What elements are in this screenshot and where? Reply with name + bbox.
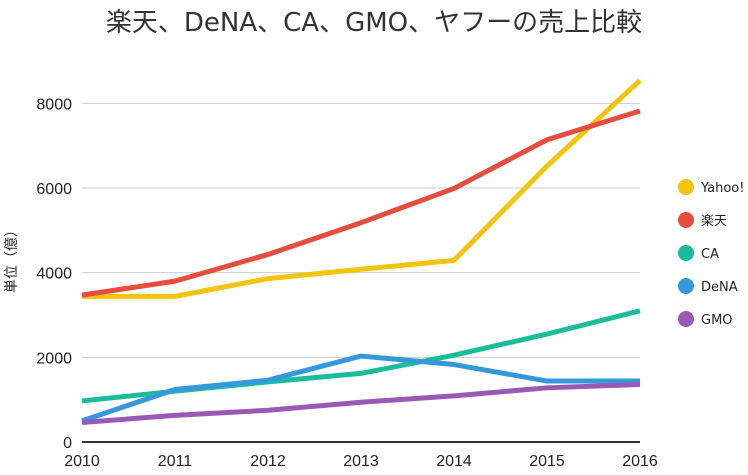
legend-marker: [678, 179, 694, 195]
series-line: [81, 381, 641, 426]
legend-marker: [678, 212, 694, 228]
y-axis-ticks: 0 2000 4000 6000 8000: [36, 96, 72, 452]
series-line: [82, 78, 642, 299]
x-tick-label: 2012: [250, 453, 286, 470]
x-tick-label: 2013: [343, 453, 379, 470]
legend-marker: [678, 278, 694, 294]
x-tick-label: 2014: [436, 453, 472, 470]
x-axis-ticks: 2010 2011 2012 2013 2014 2015 2016: [64, 453, 658, 470]
legend: Yahoo! 楽天 CA DeNA GMO: [678, 179, 744, 328]
legend-label: 楽天: [701, 213, 727, 229]
legend-label: GMO: [701, 313, 733, 328]
y-axis-label: 単位（億）: [4, 223, 20, 293]
x-tick-label: 2016: [622, 453, 658, 470]
grid-lines: [82, 102, 640, 358]
x-tick-label: 2011: [158, 453, 193, 470]
chart-title: 楽天、DeNA、CA、GMO、ヤフーの売上比較: [105, 8, 643, 38]
y-tick-label: 6000: [36, 181, 72, 198]
y-tick-label: 2000: [36, 350, 72, 367]
legend-marker: [678, 311, 694, 327]
series-line: [81, 353, 640, 424]
legend-label: CA: [701, 247, 719, 262]
legend-label: Yahoo!: [700, 181, 744, 196]
y-tick-label: 0: [63, 435, 72, 452]
series-line: [81, 108, 641, 298]
legend-label: DeNA: [701, 280, 738, 295]
legend-marker: [678, 245, 694, 261]
y-tick-label: 8000: [36, 96, 72, 113]
x-tick-label: 2010: [64, 453, 100, 470]
y-tick-label: 4000: [36, 266, 72, 283]
series-lines: [81, 78, 642, 426]
x-tick-label: 2015: [529, 453, 565, 470]
